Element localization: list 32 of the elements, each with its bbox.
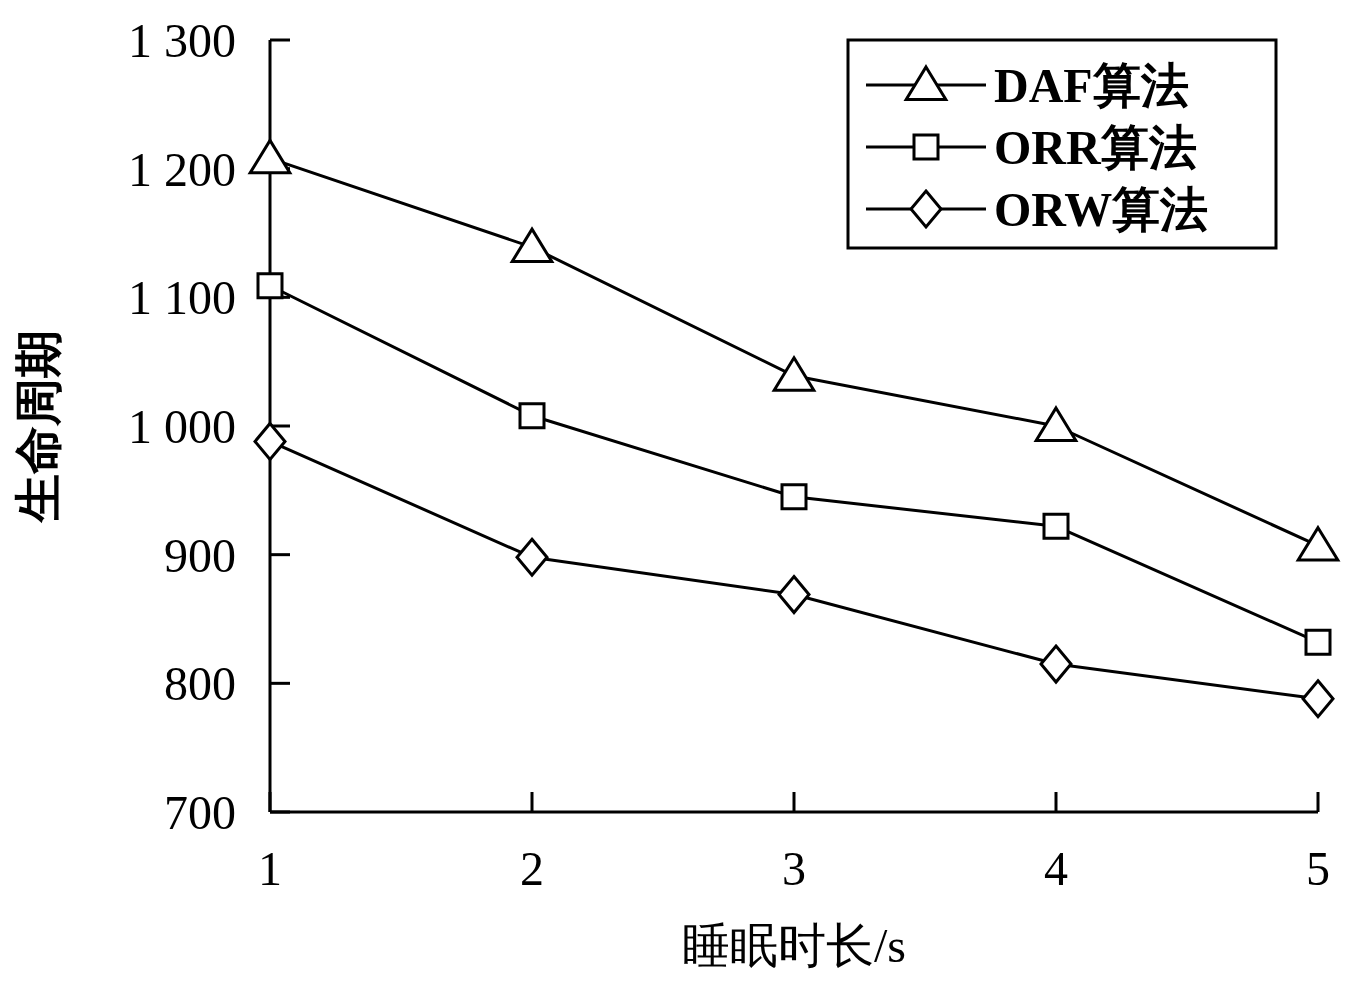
point [253,421,287,461]
legend-label: DAF算法 [994,59,1189,112]
x-axis-title: 睡眠时长/s [681,919,907,972]
point [510,227,554,264]
point [1034,406,1078,442]
point [1042,512,1070,540]
legend-label: ORR算法 [994,121,1197,174]
point [518,402,546,430]
y-axis-title: 生命周期 [12,330,65,524]
legend-label: ORW算法 [994,183,1209,236]
point [1039,644,1073,684]
point [515,537,549,577]
point [248,138,292,175]
y-tick-label: 1 000 [128,400,236,453]
y-tick-label: 800 [164,657,236,711]
y-tick-label: 1 200 [128,142,236,196]
x-tick-label: 5 [1306,842,1330,895]
y-tick-label: 900 [164,528,236,582]
point [780,483,808,511]
y-tick-label: 1 300 [128,14,236,67]
x-tick-label: 2 [520,842,544,895]
y-tick-label: 700 [164,786,236,839]
point [256,272,284,300]
x-tick-label: 4 [1044,842,1068,895]
x-tick-label: 1 [258,842,282,895]
y-tick-label: 1 100 [128,271,236,325]
point [1296,526,1340,562]
point [772,356,816,392]
x-tick-label: 3 [782,842,806,895]
point [777,575,811,615]
point [1304,628,1332,656]
point [1301,679,1335,719]
